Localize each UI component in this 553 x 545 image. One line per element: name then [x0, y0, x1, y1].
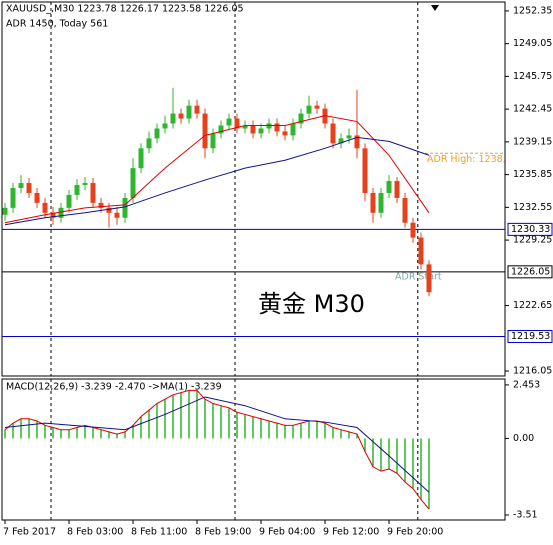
chart-title: XAUUSD_,M30 1223.78 1226.17 1223.58 1226… — [6, 4, 244, 15]
main-panel — [1, 1, 506, 377]
candle-body — [274, 123, 280, 132]
y-tick-label: 1245.75 — [513, 71, 552, 82]
x-tick-label: 8 Feb 19:00 — [195, 527, 251, 538]
macd-title: MACD(12,26,9) -3.239 -2.470 ->MA(1) -3.2… — [6, 382, 222, 393]
subtitle: ADR 1450, Today 561 — [6, 19, 108, 30]
x-tick-label: 8 Feb 11:00 — [131, 527, 187, 538]
candle-body — [290, 123, 296, 136]
candle-body — [330, 123, 336, 144]
candle-body — [170, 113, 176, 124]
candle-body — [58, 207, 64, 218]
signal-line — [4, 396, 430, 493]
candle-body — [162, 123, 168, 129]
candle-body — [258, 128, 264, 134]
candle-body — [346, 135, 352, 139]
x-tick-label: 7 Feb 2017 — [3, 527, 56, 538]
candle-body — [50, 212, 56, 218]
candle-body — [234, 118, 240, 129]
candle-body — [242, 125, 248, 129]
candle-body — [402, 197, 408, 223]
x-tick-label: 9 Feb 20:00 — [387, 527, 443, 538]
x-tick-label: 9 Feb 04:00 — [259, 527, 315, 538]
candle-body — [146, 138, 152, 149]
candle-body — [178, 113, 184, 119]
candle-body — [282, 131, 288, 136]
price-label: 1219.53 — [511, 331, 550, 342]
candle-body — [186, 105, 192, 119]
price-label: 1226.05 — [511, 266, 550, 277]
candle-body — [338, 138, 344, 144]
y-tick-label: 1235.85 — [513, 169, 552, 180]
candle-body — [386, 181, 392, 193]
candle-body — [154, 128, 160, 139]
candle-body — [130, 168, 136, 198]
y-tick-label: 1252.35 — [513, 5, 552, 16]
moving-average — [4, 115, 430, 224]
candle-body — [378, 192, 384, 213]
candle-body — [370, 192, 376, 213]
candle-body — [202, 113, 208, 149]
x-tick-label: 8 Feb 03:00 — [67, 527, 123, 538]
candle-body — [42, 202, 48, 213]
y-tick-label: 1229.25 — [513, 235, 552, 246]
candle-body — [66, 194, 72, 208]
candle-body — [410, 222, 416, 238]
y-tick-label: 2.453 — [513, 379, 540, 390]
candle-body — [34, 192, 40, 203]
y-tick-label: 1222.65 — [513, 300, 552, 311]
candle-body — [426, 264, 432, 293]
main-plot: ADR High: 1238.0 ADR Start — [2, 2, 512, 376]
y-tick-label: 1232.55 — [513, 202, 552, 213]
axes: 7 Feb 2017 8 Feb 03:00 8 Feb 11:00 8 Feb 19… — [3, 5, 553, 538]
candle-body — [250, 125, 256, 134]
candle-body — [354, 135, 360, 149]
x-tick-label: 9 Feb 12:00 — [323, 527, 379, 538]
candle-body — [226, 118, 232, 126]
moving-average — [4, 136, 430, 226]
candle-body — [2, 207, 8, 215]
price-label-box — [507, 330, 553, 344]
macd-line — [4, 389, 430, 510]
y-tick-label: 0.00 — [513, 433, 534, 444]
candle-body — [98, 202, 104, 208]
macd-plot — [4, 379, 430, 520]
y-tick-label: -3.51 — [513, 509, 538, 520]
candle-body — [26, 183, 32, 193]
candle-body — [90, 183, 96, 203]
price-label-box — [507, 265, 553, 279]
adr-start-label: ADR Start — [395, 272, 442, 283]
y-tick-label: 1249.05 — [513, 38, 552, 49]
candle-body — [10, 188, 16, 208]
candle-body — [306, 105, 312, 114]
candle-body — [314, 105, 320, 109]
y-tick-label: 1239.15 — [513, 136, 552, 147]
adr-high-label: ADR High: 1238.0 — [427, 154, 512, 165]
y-tick-label: 1216.05 — [513, 366, 552, 377]
price-label: 1230.33 — [511, 224, 550, 235]
candle-body — [298, 113, 304, 124]
candle-body — [106, 207, 112, 213]
candle-body — [74, 185, 80, 195]
candle-body — [82, 183, 88, 186]
candle-body — [18, 183, 24, 188]
candle-body — [138, 148, 144, 169]
annotation: 黄金 M30 — [258, 290, 365, 318]
shift-marker — [431, 5, 439, 11]
candle-body — [218, 125, 224, 134]
y-tick-label: 1242.45 — [513, 104, 552, 115]
price-label-box — [507, 222, 553, 236]
candle-body — [194, 105, 200, 114]
candle-body — [362, 148, 368, 193]
candle-body — [418, 237, 424, 265]
candle-body — [394, 181, 400, 198]
candle-body — [210, 133, 216, 149]
macd-panel — [1, 378, 506, 521]
candle-body — [122, 197, 128, 218]
candle-body — [114, 212, 120, 218]
